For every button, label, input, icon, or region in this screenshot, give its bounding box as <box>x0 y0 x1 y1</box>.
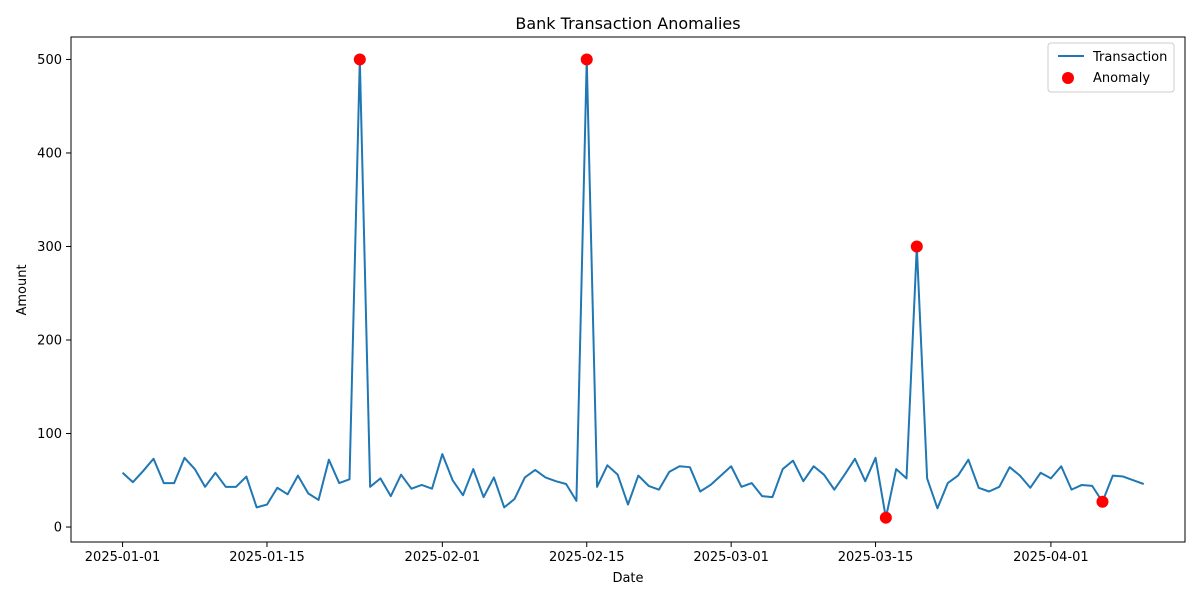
anomaly-point <box>353 53 366 66</box>
legend-marker-swatch <box>1062 72 1074 84</box>
y-tick-label: 400 <box>37 146 62 161</box>
anomaly-point <box>1096 495 1109 508</box>
anomaly-point <box>910 240 923 253</box>
legend-entry-anomaly: Anomaly <box>1093 71 1150 86</box>
y-tick-label: 0 <box>54 521 62 536</box>
y-tick-label: 100 <box>37 427 62 442</box>
x-tick-label: 2025-03-01 <box>693 550 769 565</box>
anomaly-point <box>879 511 892 524</box>
x-tick-label: 2025-01-01 <box>85 550 161 565</box>
chart-title: Bank Transaction Anomalies <box>515 14 740 33</box>
y-axis-label: Amount <box>15 264 30 315</box>
series-line-transaction <box>121 58 1145 519</box>
legend-entry-transaction: Transaction <box>1092 50 1167 65</box>
legend: Transaction Anomaly <box>1047 42 1175 93</box>
plot-frame <box>70 36 1186 543</box>
x-tick-label: 2025-02-15 <box>549 550 625 565</box>
x-tick-label: 2025-04-01 <box>1013 550 1089 565</box>
x-axis-label: Date <box>612 571 643 586</box>
x-tick-label: 2025-03-15 <box>838 550 914 565</box>
y-tick-label: 300 <box>37 240 62 255</box>
anomaly-point <box>580 53 593 66</box>
y-tick-label: 200 <box>37 334 62 349</box>
x-tick-label: 2025-02-01 <box>405 550 481 565</box>
y-tick-label: 500 <box>37 53 62 68</box>
x-tick-label: 2025-01-15 <box>229 550 305 565</box>
